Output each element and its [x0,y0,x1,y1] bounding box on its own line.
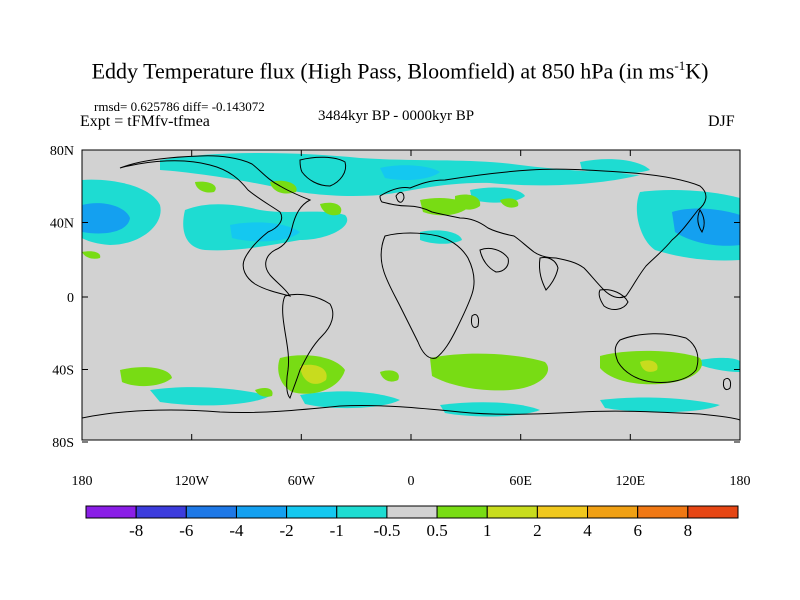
lon-tick-label: 0 [408,474,415,489]
contour-green-tiny-4 [500,198,519,208]
colorbar-label: -8 [129,521,143,540]
contour-arctic-core [380,165,440,180]
title-tail: K) [685,58,709,84]
coastline-south-america [282,293,334,399]
coastline-greenland [299,156,347,187]
chart-title: Eddy Temperature flux (High Pass, Bloomf… [0,58,800,84]
contour-north-pacific-west-core [82,203,130,234]
colorbar-swatch [85,505,137,519]
contour-southern-ocean-cyan-1 [150,387,270,406]
colorbar-label: 4 [583,521,592,540]
colorbar-swatch [587,505,639,519]
contour-green-atlantic-patch [320,202,342,216]
lat-tick-label: 80N [50,144,74,159]
coastline-europe-asia [379,168,707,299]
colorbar-label: -6 [179,521,193,540]
contour-yellow-south-atlantic [300,364,327,384]
lat-tick-label: 80S [52,436,74,451]
colorbar-label: 0.5 [426,521,447,540]
colorbar-swatch [486,505,538,519]
contour-green-south-pacific-1 [120,367,172,387]
flux-contours [82,153,740,417]
title-main: Eddy Temperature flux (High Pass, Bloomf… [91,58,675,84]
lat-tick-label: 40S [52,364,74,379]
lon-tick-label: 120W [175,474,210,489]
colorbar-label: -2 [280,521,294,540]
colorbar-label: -4 [229,521,244,540]
title-superscript: -1 [674,58,686,73]
contour-green-tiny-2 [380,370,399,382]
lon-tick-label: 180 [730,474,751,489]
lat-tick-label: 40N [50,217,74,232]
coastline-new-zealand [723,377,731,391]
coastline-japan [697,209,705,233]
contour-southern-ocean-cyan-5 [700,357,740,372]
colorbar-label: -0.5 [373,521,400,540]
contour-green-europe [455,194,481,210]
lat-tick-label: 0 [67,291,74,306]
colorbar-swatch [436,505,488,519]
contour-green-tiny-3 [255,388,273,397]
colorbar-swatch [135,505,187,519]
coastline-uk [395,191,405,203]
colorbar-swatch [687,505,739,519]
contour-green-tiny-1 [82,251,101,259]
lon-tick-label: 60W [288,474,316,489]
coastline-southeast-asia [598,289,629,310]
longitude-ticks: 180 120W 60W 0 60E 120E 180 [72,150,751,489]
coastline-arabia [479,247,509,273]
colorbar-label: 6 [633,521,642,540]
colorbar-swatch [386,505,438,519]
coastline-north-america [119,155,312,297]
contour-north-pacific-east-core [672,208,740,246]
lon-tick-label: 60E [509,474,532,489]
colorbar [85,505,739,519]
colorbar-label: -1 [330,521,344,540]
contour-green-indian-ocean [430,353,549,391]
season-label: DJF [708,113,735,130]
contour-southern-ocean-cyan-4 [600,397,720,413]
coastline-india [539,257,559,291]
coastlines [82,155,740,421]
experiment-label: Expt = tFMfv-tfmea [80,113,210,130]
coastline-madagascar [471,313,479,329]
contour-kamchatka-patch [580,159,650,174]
colorbar-label: 2 [533,521,542,540]
coastline-antarctica [82,404,740,421]
period-label: 3484kyr BP - 0000kyr BP [318,108,475,124]
contour-yellow-australia [640,360,658,372]
colorbar-labels: -8 -6 -4 -2 -1 -0.5 0.5 1 2 4 6 8 [129,521,692,540]
colorbar-swatch [336,505,388,519]
colorbar-swatch [235,505,288,519]
rmsd-diff-stats: rmsd= 0.625786 diff= -0.143072 [94,99,265,114]
lon-tick-label: 180 [72,474,93,489]
colorbar-swatch [286,505,338,519]
colorbar-swatch [185,505,237,519]
colorbar-label: 8 [684,521,693,540]
coastline-australia [614,333,699,383]
contour-green-north-atlantic-1 [195,181,216,193]
latitude-ticks: 80N 40N 0 40S 80S [50,144,740,451]
colorbar-swatch [637,505,689,519]
coastline-africa [380,232,475,359]
contour-north-america-core [230,222,300,242]
colorbar-swatch [536,505,589,519]
lon-tick-label: 120E [616,474,646,489]
contour-southern-ocean-cyan-2 [300,391,400,409]
colorbar-label: 1 [483,521,492,540]
